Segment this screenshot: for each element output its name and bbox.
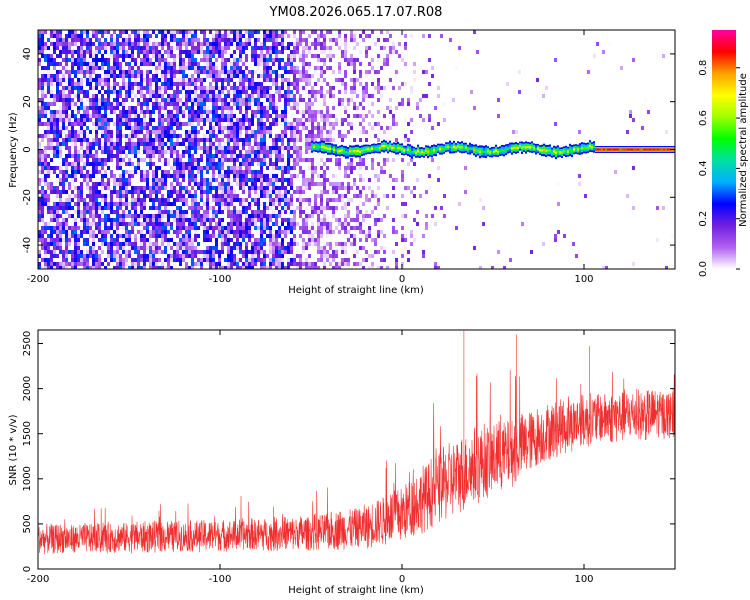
snr-x-label: Height of straight line (km) [288, 585, 424, 596]
x-tick-label: -200 [27, 574, 50, 585]
spectrogram-image [38, 30, 675, 269]
colorbar-tick-label: 0.2 [698, 211, 709, 227]
colorbar-scale [712, 30, 736, 269]
y-tick-label: 500 [22, 514, 33, 533]
snr-x-ticks: -200 -100 0 100 [27, 330, 594, 585]
spectrogram-y-ticks: -40 -20 0 20 40 [22, 48, 675, 253]
y-tick-label: -40 [22, 237, 33, 253]
y-tick-label: 1000 [22, 466, 33, 491]
colorbar-tick-label: 0.8 [698, 60, 709, 76]
x-tick-label: -100 [209, 574, 232, 585]
colorbar-tick-label: 0.4 [698, 160, 709, 176]
y-tick-label: 1500 [22, 421, 33, 446]
y-tick-label: 40 [22, 48, 33, 61]
colorbar-ticks: 0.0 0.2 0.4 0.6 0.8 [698, 60, 740, 277]
y-tick-label: -20 [22, 189, 33, 205]
snr-series [38, 330, 675, 555]
y-tick-label: 0 [22, 566, 33, 572]
x-tick-label: 0 [399, 274, 405, 285]
y-tick-label: 2500 [22, 331, 33, 356]
spectrogram-x-label: Height of straight line (km) [288, 285, 424, 296]
y-tick-label: 20 [22, 95, 33, 108]
snr-frame [37, 329, 676, 570]
spectrogram-y-label: Frequency (Hz) [8, 112, 19, 188]
snr-y-ticks: 0 500 1000 1500 2000 2500 [22, 331, 675, 572]
x-tick-label: 100 [574, 274, 593, 285]
y-tick-label: 0 [22, 146, 33, 152]
spectrogram-x-ticks: -200 -100 0 100 [27, 30, 594, 285]
figure-title: YM08.2026.065.17.07.R08 [269, 5, 443, 20]
colorbar-tick-label: 0.6 [698, 110, 709, 126]
snr-line [38, 330, 675, 555]
colorbar-label: Normalized spectral amplitude [738, 73, 749, 227]
colorbar: 0.0 0.2 0.4 0.6 0.8 Normalized spectral ampl… [698, 30, 749, 277]
snr-y-label: SNR (10 * v/v) [8, 414, 19, 485]
x-tick-label: -200 [27, 274, 50, 285]
snr-panel: -200 -100 0 100 0 500 1000 1500 2000 2500 Height… [8, 329, 676, 596]
x-tick-label: 0 [399, 574, 405, 585]
x-tick-label: -100 [209, 274, 232, 285]
y-tick-label: 2000 [22, 376, 33, 401]
colorbar-tick-label: 0.0 [698, 261, 709, 277]
x-tick-label: 100 [574, 574, 593, 585]
